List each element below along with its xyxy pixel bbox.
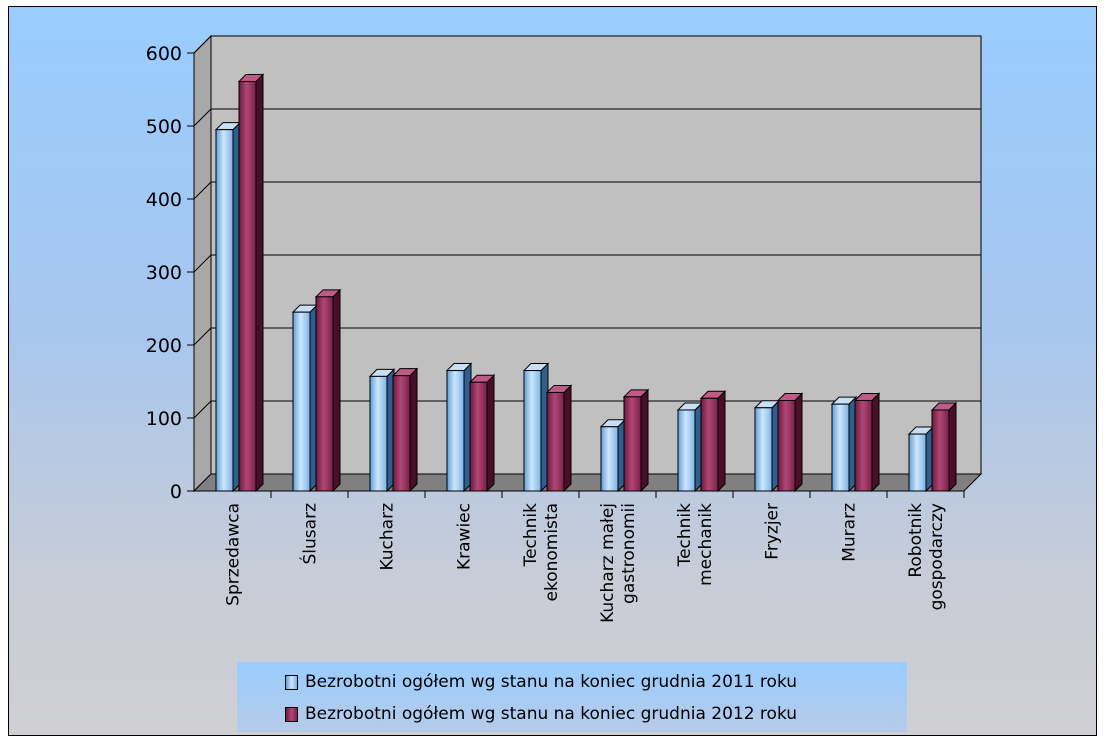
category-label: Murarz bbox=[840, 503, 860, 562]
bar-2012 bbox=[392, 375, 411, 492]
bar-2012 bbox=[469, 381, 488, 492]
bar-2011 bbox=[754, 407, 773, 492]
category-label-line: gastronomii bbox=[619, 503, 639, 604]
legend: Bezrobotni ogółem wg stanu na koniec gru… bbox=[237, 662, 907, 732]
category-label-line: Robotnik bbox=[906, 503, 926, 578]
bar-side bbox=[255, 73, 264, 493]
bar-2012 bbox=[777, 399, 796, 492]
category-label-line: gospodarczy bbox=[927, 503, 947, 610]
bar-2012 bbox=[854, 399, 873, 492]
bar-2012 bbox=[623, 396, 642, 492]
category-label-line: ekonomista bbox=[542, 503, 562, 602]
category-label-line: Krawiec bbox=[455, 503, 475, 570]
gridline-side bbox=[193, 327, 212, 346]
category-label-line: Fryzjer bbox=[763, 503, 783, 560]
y-tick-label: 600 bbox=[146, 43, 182, 65]
legend-swatch-2011 bbox=[285, 674, 298, 690]
bar-side bbox=[871, 392, 880, 493]
category-label: Ślusarz bbox=[299, 503, 321, 565]
gridline-side bbox=[193, 254, 212, 273]
bar-2011 bbox=[446, 370, 465, 492]
bar-side bbox=[948, 401, 957, 493]
bar-side bbox=[486, 374, 495, 493]
y-tick-label: 500 bbox=[146, 116, 182, 138]
bar-2011 bbox=[523, 370, 542, 492]
category-label-line: mechanik bbox=[696, 503, 716, 586]
category-label: Robotnikgospodarczy bbox=[906, 503, 947, 611]
bar-2012 bbox=[700, 397, 719, 492]
bar-2012 bbox=[546, 391, 565, 492]
category-label: Technikmechanik bbox=[675, 503, 716, 586]
bar-2011 bbox=[600, 426, 619, 492]
gridline-side bbox=[193, 35, 212, 54]
category-label-line: Murarz bbox=[840, 503, 860, 562]
bar-side bbox=[563, 384, 572, 493]
bar-side bbox=[794, 392, 803, 493]
bar-2011 bbox=[215, 129, 234, 492]
category-label-line: Kucharz małej bbox=[598, 503, 618, 623]
chart-svg: 0 100 200 300 400 500 600 Sprzedawca Ślusarz Kuch… bbox=[146, 34, 983, 623]
gridline-side bbox=[193, 400, 212, 419]
bar-2012 bbox=[315, 296, 334, 492]
bar-2011 bbox=[292, 311, 311, 492]
legend-item-2012: Bezrobotni ogółem wg stanu na koniec gru… bbox=[285, 699, 797, 729]
bar-side bbox=[332, 288, 341, 493]
bar-side bbox=[640, 388, 649, 493]
gridline-side bbox=[193, 108, 212, 127]
bar-side bbox=[717, 390, 726, 493]
bar-side bbox=[409, 367, 418, 493]
category-label: Fryzjer bbox=[763, 503, 783, 560]
gridline-side bbox=[193, 181, 212, 200]
category-label-line: Technik bbox=[521, 503, 541, 568]
category-label: Kucharz bbox=[378, 503, 398, 571]
legend-swatch-2012 bbox=[285, 706, 298, 722]
y-tick-label: 100 bbox=[146, 408, 182, 430]
category-label-line: Kucharz bbox=[378, 503, 398, 571]
category-label: Technikekonomista bbox=[521, 503, 562, 602]
y-tick-label: 200 bbox=[146, 335, 182, 357]
bar-2012 bbox=[238, 80, 257, 492]
category-label-line: Technik bbox=[675, 503, 695, 568]
category-label: Kucharz małejgastronomii bbox=[598, 503, 639, 623]
legend-item-2011: Bezrobotni ogółem wg stanu na koniec gru… bbox=[285, 667, 797, 697]
category-label-line: Sprzedawca bbox=[224, 503, 244, 606]
y-tick-label: 400 bbox=[146, 189, 182, 211]
bar-2011 bbox=[831, 403, 850, 492]
category-label-line: Ślusarz bbox=[299, 503, 321, 565]
category-label: Krawiec bbox=[455, 503, 475, 570]
bar-2011 bbox=[677, 409, 696, 492]
y-tick-label: 0 bbox=[170, 481, 182, 503]
y-tick-label: 300 bbox=[146, 262, 182, 284]
legend-label-2012: Bezrobotni ogółem wg stanu na koniec gru… bbox=[305, 704, 798, 724]
legend-label-2011: Bezrobotni ogółem wg stanu na koniec gru… bbox=[305, 672, 798, 692]
bar-2011 bbox=[908, 433, 927, 492]
bar-2011 bbox=[369, 375, 388, 492]
chart-frame: 0 100 200 300 400 500 600 Sprzedawca Ślusarz Kuch… bbox=[8, 6, 1097, 736]
category-label: Sprzedawca bbox=[224, 503, 244, 606]
bar-2012 bbox=[931, 409, 950, 492]
